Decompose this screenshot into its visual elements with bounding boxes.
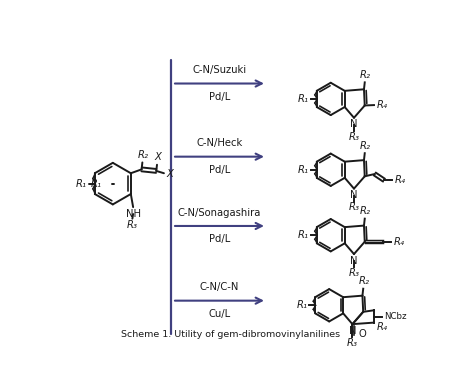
Text: Pd/L: Pd/L bbox=[209, 234, 230, 244]
Text: R₂: R₂ bbox=[359, 276, 369, 286]
Text: R₁: R₁ bbox=[298, 165, 309, 175]
Text: Cu/L: Cu/L bbox=[208, 309, 230, 319]
Text: R₂: R₂ bbox=[360, 141, 371, 151]
Text: X: X bbox=[166, 169, 173, 179]
Text: R₄: R₄ bbox=[393, 237, 404, 247]
Text: R₁: R₁ bbox=[76, 178, 87, 189]
Text: Pd/L: Pd/L bbox=[209, 92, 230, 102]
Text: R₃: R₃ bbox=[348, 268, 360, 278]
Text: R₃: R₃ bbox=[348, 132, 360, 142]
Text: R₄: R₄ bbox=[395, 175, 406, 185]
Text: O: O bbox=[359, 329, 366, 339]
Text: Scheme 1. Utility of gem-dibromovinylanilines: Scheme 1. Utility of gem-dibromovinylani… bbox=[121, 330, 340, 339]
Text: C-N/Suzuki: C-N/Suzuki bbox=[193, 65, 247, 75]
Text: R₄: R₄ bbox=[377, 322, 388, 332]
Text: Pd/L: Pd/L bbox=[209, 165, 230, 175]
Text: R₂: R₂ bbox=[360, 70, 371, 80]
Text: N: N bbox=[350, 256, 358, 266]
Text: R₃: R₃ bbox=[347, 338, 358, 348]
Text: C-N/C-N: C-N/C-N bbox=[200, 282, 239, 292]
Text: R₂: R₂ bbox=[360, 206, 371, 217]
Text: R₁: R₁ bbox=[90, 178, 101, 189]
Text: NH: NH bbox=[126, 209, 141, 219]
Text: X: X bbox=[154, 152, 161, 163]
Text: N: N bbox=[350, 120, 358, 129]
Text: NCbz: NCbz bbox=[384, 312, 406, 321]
Text: C-N/Sonagashira: C-N/Sonagashira bbox=[178, 208, 261, 218]
Text: N: N bbox=[349, 326, 356, 336]
Text: R₃: R₃ bbox=[348, 203, 360, 213]
Text: R₂: R₂ bbox=[138, 150, 148, 160]
Text: R₄: R₄ bbox=[376, 100, 387, 110]
Text: N: N bbox=[350, 190, 358, 200]
Text: C-N/Heck: C-N/Heck bbox=[196, 138, 243, 148]
Text: R₁: R₁ bbox=[297, 300, 307, 310]
Text: R₃: R₃ bbox=[127, 220, 138, 230]
Text: R₁: R₁ bbox=[298, 230, 309, 240]
Text: R₁: R₁ bbox=[298, 94, 309, 104]
